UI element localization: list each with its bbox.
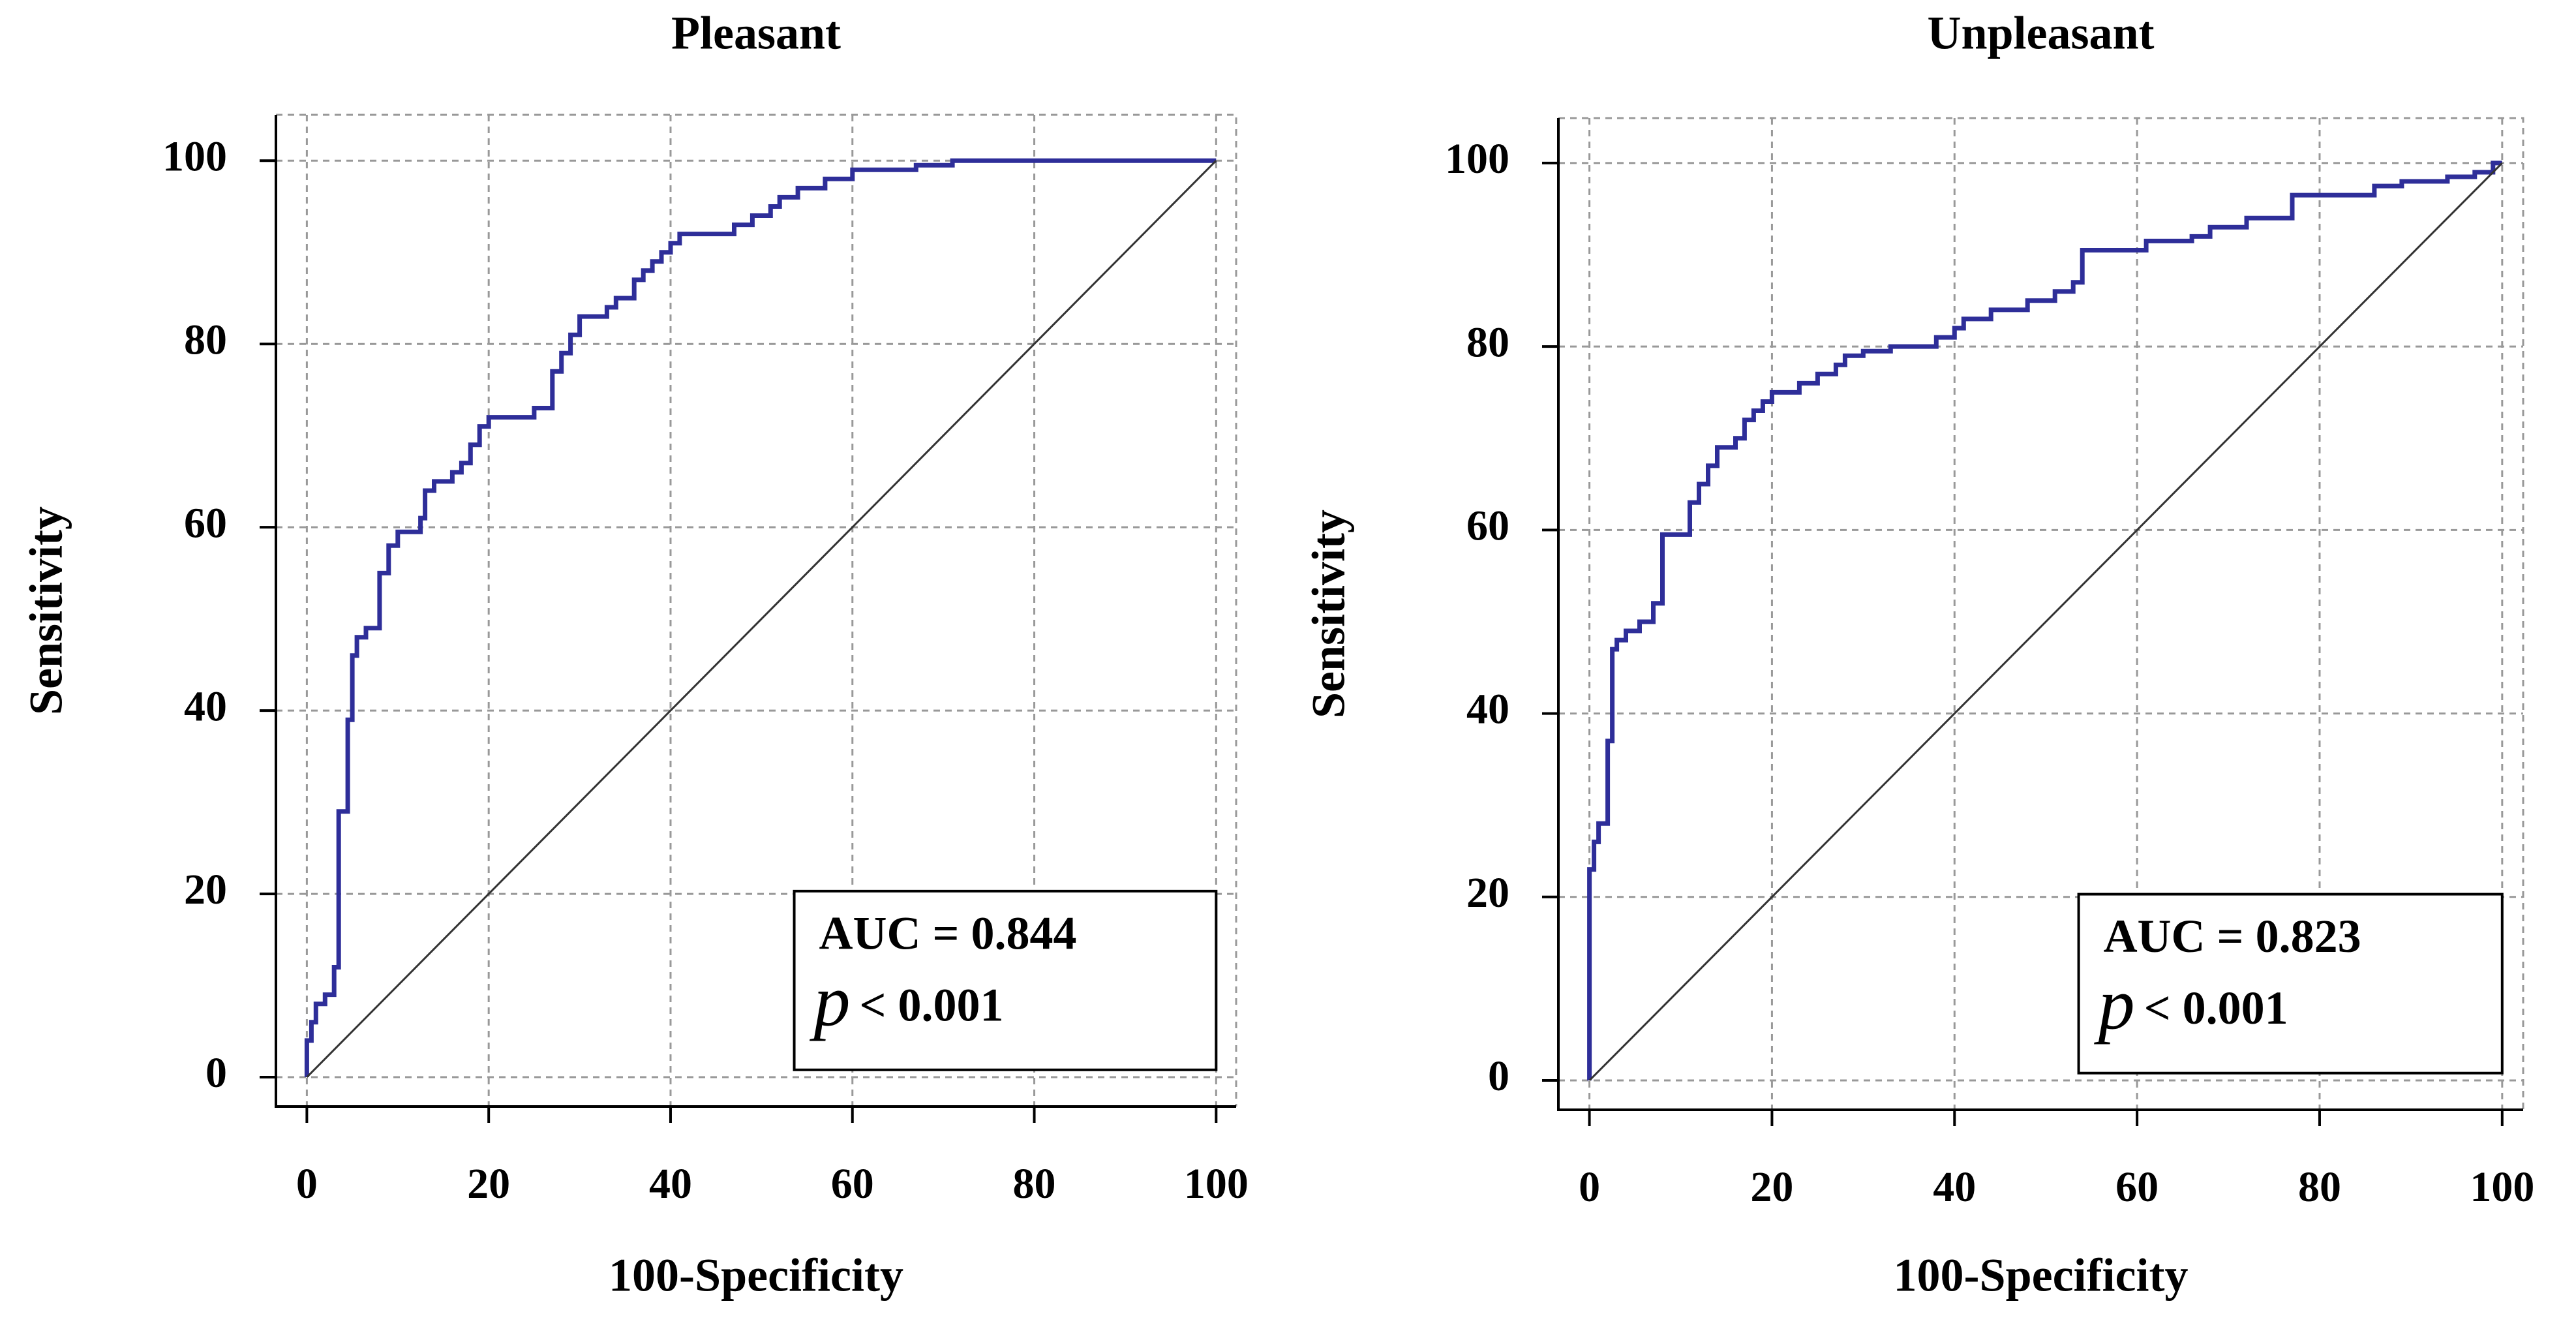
axis-spines [1557, 118, 2523, 1111]
x-tick-label: 80 [2298, 1163, 2341, 1211]
y-tick-label: 0 [205, 1049, 227, 1097]
x-axis-label: 100-Specificity [1894, 1249, 2189, 1302]
auc-label: AUC = 0.823 [2104, 910, 2361, 962]
y-tick-label: 80 [184, 316, 227, 363]
y-tick-label: 80 [1466, 318, 1509, 366]
y-tick-label: 60 [184, 499, 227, 547]
chart: Unpleasant 100-Specificity Sensitivity 0 20 4… [1303, 7, 2535, 1302]
annotation-box [793, 889, 1218, 1071]
x-tick-label: 100 [2470, 1163, 2534, 1211]
x-tick-label: 0 [296, 1160, 318, 1208]
y-tick-label: 60 [1466, 502, 1509, 549]
x-tick-label: 60 [2115, 1163, 2159, 1211]
p-symbol: p [2094, 964, 2135, 1045]
axis-spines [275, 115, 1236, 1108]
x-tick-label: 100 [1184, 1160, 1249, 1208]
annotation-box [2077, 893, 2504, 1075]
x-axis-label: 100-Specificity [609, 1249, 903, 1302]
y-tick-label: 20 [184, 866, 227, 913]
p-symbol: p [810, 961, 851, 1042]
chart-title: Unpleasant [1927, 7, 2154, 59]
y-tick-label: 40 [1466, 686, 1509, 733]
y-tick-label: 40 [184, 682, 227, 730]
y-tick-label: 20 [1466, 869, 1509, 917]
y-axis-label: Sensitivity [1303, 510, 1355, 718]
reference-line [1588, 162, 2503, 1082]
p-value: < 0.001 [2144, 982, 2288, 1034]
roc-curve [304, 158, 1217, 1077]
roc-curve [1587, 160, 2502, 1080]
plot-frame [1558, 117, 2524, 1110]
y-tick-label: 100 [162, 132, 227, 180]
y-tick-label: 0 [1488, 1052, 1509, 1100]
x-tick-label: 40 [1933, 1163, 1976, 1211]
auc-label: AUC = 0.844 [819, 907, 1077, 959]
x-tick-label: 40 [649, 1160, 692, 1208]
x-tick-label: 60 [831, 1160, 874, 1208]
p-value: < 0.001 [860, 979, 1004, 1031]
x-tick-label: 20 [1750, 1163, 1793, 1211]
chart: Pleasant 100-Specificity Sensitivity 0 20 40 6… [20, 7, 1249, 1302]
x-tick-label: 0 [1579, 1163, 1600, 1211]
y-tick-label: 100 [1445, 135, 1509, 183]
chart-title: Pleasant [671, 7, 841, 59]
y-axis-label: Sensitivity [20, 506, 72, 715]
plot-frame [276, 114, 1237, 1107]
x-tick-label: 20 [467, 1160, 510, 1208]
x-tick-label: 80 [1013, 1160, 1056, 1208]
reference-line [306, 160, 1217, 1078]
